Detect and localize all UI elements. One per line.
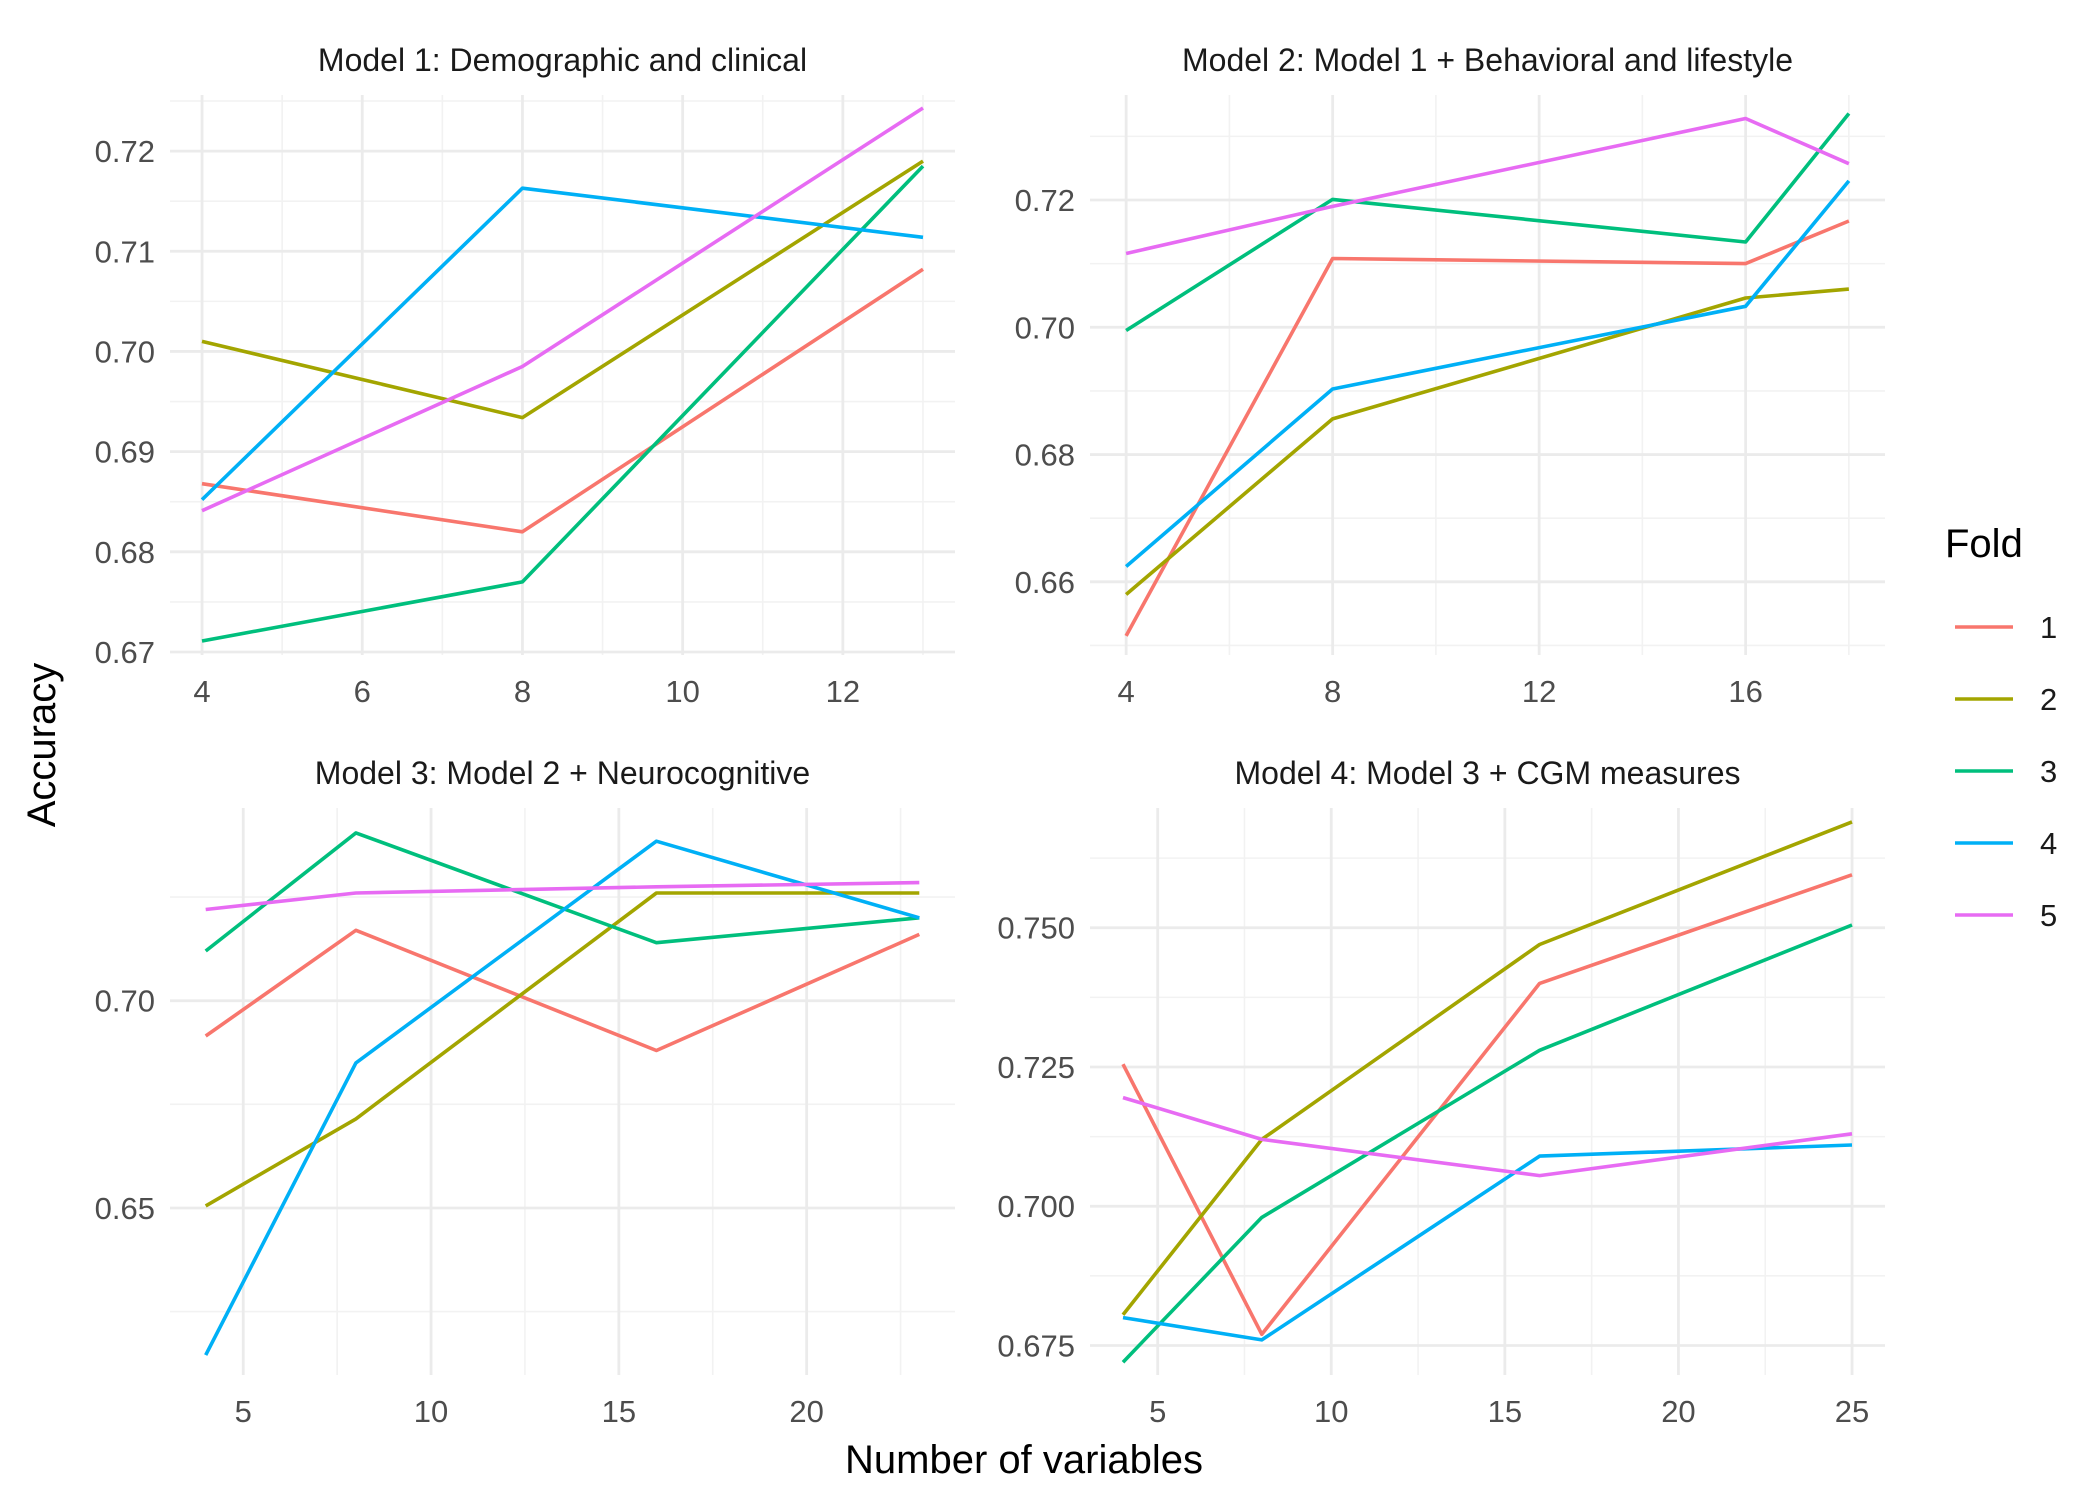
x-tick-label: 15 xyxy=(1488,1394,1522,1429)
y-tick-label: 0.68 xyxy=(1015,438,1075,473)
x-tick-label: 6 xyxy=(354,674,371,709)
x-tick-label: 10 xyxy=(665,674,699,709)
legend-label-fold-1: 1 xyxy=(2040,610,2057,645)
panel-1-grid xyxy=(170,95,955,655)
series-line-fold-1 xyxy=(201,267,924,534)
panel-3-grid xyxy=(170,808,955,1375)
series-line-fold-5 xyxy=(1125,116,1850,256)
y-tick-label: 0.70 xyxy=(95,984,155,1019)
series-line-fold-5 xyxy=(205,880,920,912)
panel-title: Model 1: Demographic and clinical xyxy=(318,42,807,78)
y-tick-label: 0.700 xyxy=(997,1189,1075,1224)
series-line-fold-3 xyxy=(1121,923,1853,1364)
series-line-fold-4 xyxy=(200,186,924,501)
series-line-fold-5 xyxy=(1122,1095,1853,1178)
x-tick-label: 8 xyxy=(1324,674,1341,709)
panel-title: Model 4: Model 3 + CGM measures xyxy=(1235,755,1741,791)
x-tick-label: 5 xyxy=(235,1394,252,1429)
panel-1: 4 6 8 10 12 0.67 0.68 0.69 0.70 0.71 0.72 Model 1: … xyxy=(95,42,955,709)
series-line-fold-2 xyxy=(201,159,924,420)
series-line-fold-1 xyxy=(204,928,921,1053)
series-line-fold-4 xyxy=(1124,179,1851,568)
series-line-fold-1 xyxy=(1124,219,1850,637)
x-tick-label: 5 xyxy=(1149,1394,1166,1429)
panel-2-grid xyxy=(1090,95,1885,655)
y-tick-label: 0.68 xyxy=(95,535,155,570)
panel-4-grid xyxy=(1090,808,1885,1375)
x-axis-title: Number of variables xyxy=(845,1438,1203,1482)
y-tick-label: 0.675 xyxy=(997,1328,1075,1363)
panel-3: 5 10 15 20 0.65 0.70 Model 3: Model 2 + Neuroc… xyxy=(95,755,955,1429)
y-axis-title: Accuracy xyxy=(20,663,64,828)
series-line-fold-1 xyxy=(1121,873,1853,1337)
x-tick-label: 12 xyxy=(826,674,860,709)
x-tick-label: 20 xyxy=(789,1394,823,1429)
y-tick-label: 0.71 xyxy=(95,234,155,269)
x-tick-label: 8 xyxy=(514,674,531,709)
series-line-fold-4 xyxy=(204,839,920,1356)
y-tick-label: 0.67 xyxy=(95,635,155,670)
series-line-fold-5 xyxy=(201,106,924,513)
series-line-fold-3 xyxy=(204,831,920,953)
chart-panels: 4 6 8 10 12 0.67 0.68 0.69 0.70 0.71 0.72 Model 1: … xyxy=(95,42,1885,1429)
series-line-fold-2 xyxy=(204,891,920,1208)
series-line-fold-2 xyxy=(1121,820,1853,1316)
legend-title: Fold xyxy=(1945,522,2023,566)
series-line-fold-3 xyxy=(201,164,925,643)
series-line-fold-2 xyxy=(1124,287,1850,596)
series-line-fold-4 xyxy=(1122,1143,1853,1342)
y-tick-label: 0.72 xyxy=(95,134,155,169)
x-tick-label: 15 xyxy=(602,1394,636,1429)
legend-label-fold-3: 3 xyxy=(2040,754,2057,789)
legend-label-fold-4: 4 xyxy=(2040,826,2057,861)
panel-2: 4 8 12 16 0.66 0.68 0.70 0.72 Model 2: Model 1 +… xyxy=(1015,42,1885,709)
x-tick-label: 10 xyxy=(414,1394,448,1429)
series-line-fold-3 xyxy=(1125,112,1851,333)
x-tick-label: 4 xyxy=(1118,674,1135,709)
y-tick-label: 0.70 xyxy=(95,334,155,369)
y-tick-label: 0.70 xyxy=(1015,310,1075,345)
y-tick-label: 0.725 xyxy=(997,1050,1075,1085)
x-tick-label: 10 xyxy=(1314,1394,1348,1429)
y-tick-label: 0.66 xyxy=(1015,565,1075,600)
legend-label-fold-2: 2 xyxy=(2040,682,2057,717)
y-tick-label: 0.65 xyxy=(95,1191,155,1226)
x-tick-label: 16 xyxy=(1728,674,1762,709)
panel-title: Model 3: Model 2 + Neurocognitive xyxy=(315,755,810,791)
y-tick-label: 0.750 xyxy=(997,911,1075,946)
x-tick-label: 20 xyxy=(1661,1394,1695,1429)
y-tick-label: 0.72 xyxy=(1015,183,1075,218)
x-tick-label: 12 xyxy=(1522,674,1556,709)
legend-label-fold-5: 5 xyxy=(2040,898,2057,933)
x-tick-label: 4 xyxy=(193,674,210,709)
y-tick-label: 0.69 xyxy=(95,435,155,470)
panel-4: 5 10 15 20 25 0.675 0.700 0.725 0.750 Model 4: Mo… xyxy=(997,755,1885,1429)
x-tick-label: 25 xyxy=(1835,1394,1869,1429)
panel-title: Model 2: Model 1 + Behavioral and lifest… xyxy=(1182,42,1793,78)
legend: Fold 1 2 3 4 5 xyxy=(1945,522,2057,933)
